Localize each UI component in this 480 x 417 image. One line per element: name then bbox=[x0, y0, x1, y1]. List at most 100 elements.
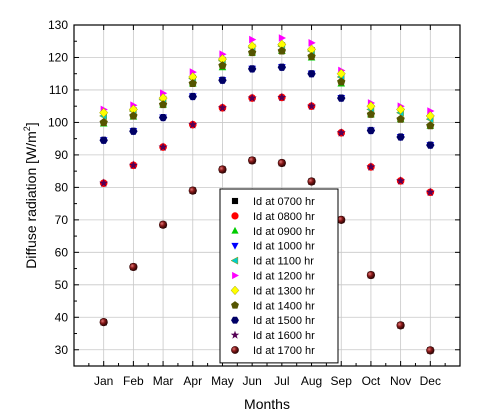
legend-label: Id at 1700 hr bbox=[253, 345, 315, 357]
data-point bbox=[426, 346, 435, 355]
axes: 30 40 50 60 70 80 90 100 110 120 130 Jan Feb Mar Apr Ma… bbox=[48, 18, 460, 388]
data-point bbox=[307, 177, 316, 186]
data-marks bbox=[98, 34, 435, 355]
legend-box bbox=[219, 188, 339, 364]
legend-label: Id at 0900 hr bbox=[253, 226, 315, 238]
y-tick-label: 130 bbox=[48, 18, 68, 32]
series-8 bbox=[99, 46, 435, 130]
data-point bbox=[248, 48, 257, 57]
data-point bbox=[426, 141, 435, 149]
series-7 bbox=[99, 39, 435, 121]
legend-marker bbox=[231, 346, 239, 354]
data-point bbox=[158, 220, 168, 229]
series-2 bbox=[99, 93, 435, 197]
data-point bbox=[337, 77, 346, 86]
y-tick-label: 30 bbox=[55, 343, 69, 357]
x-tick-label: Aug bbox=[301, 374, 322, 388]
data-point bbox=[99, 178, 109, 187]
series-6 bbox=[100, 34, 435, 115]
x-tick-label: Jun bbox=[242, 374, 261, 388]
data-point bbox=[217, 103, 227, 112]
series-10 bbox=[99, 92, 435, 197]
series-3 bbox=[99, 46, 435, 129]
data-point bbox=[426, 121, 435, 130]
y-tick-label: 60 bbox=[55, 245, 69, 259]
legend-marker bbox=[231, 316, 239, 324]
y-axis-title-end: ] bbox=[23, 122, 39, 126]
y-axis-title: Diffuse radiation [W/m2] bbox=[22, 122, 39, 268]
series-9 bbox=[99, 63, 435, 149]
data-point bbox=[188, 92, 197, 101]
x-tick-label: Apr bbox=[183, 374, 202, 388]
data-point bbox=[396, 321, 405, 330]
x-tick-label: Mar bbox=[153, 374, 174, 388]
data-point bbox=[277, 46, 286, 55]
data-point bbox=[337, 94, 346, 102]
data-point bbox=[366, 270, 376, 280]
legend-marker bbox=[230, 330, 240, 339]
data-point bbox=[99, 318, 108, 327]
data-point bbox=[277, 63, 287, 71]
data-point bbox=[248, 156, 257, 165]
y-tick-label: 70 bbox=[55, 213, 69, 227]
x-tick-label: Nov bbox=[390, 374, 411, 388]
legend: Id at 0700 hr Id at 0800 hr Id at 0900 hr I… bbox=[219, 188, 339, 364]
legend-marker bbox=[231, 226, 239, 234]
data-point bbox=[218, 61, 227, 70]
data-point bbox=[307, 101, 317, 111]
legend-marker bbox=[231, 301, 239, 309]
legend-marker bbox=[230, 285, 240, 296]
data-point bbox=[129, 111, 138, 120]
data-point bbox=[99, 136, 108, 144]
data-point bbox=[396, 176, 406, 185]
data-point bbox=[307, 70, 316, 78]
data-point bbox=[366, 162, 376, 171]
x-tick-label: Feb bbox=[123, 374, 144, 388]
data-point bbox=[396, 114, 405, 123]
data-point bbox=[188, 186, 197, 195]
data-point bbox=[218, 76, 227, 84]
series-4 bbox=[99, 64, 435, 150]
data-point bbox=[99, 118, 108, 126]
data-point bbox=[158, 100, 168, 109]
y-tick-label: 120 bbox=[48, 50, 68, 64]
data-point bbox=[129, 262, 138, 272]
y-tick-label: 110 bbox=[49, 83, 68, 97]
data-point bbox=[308, 39, 316, 47]
legend-label: Id at 1000 hr bbox=[253, 241, 315, 253]
data-point bbox=[188, 79, 197, 87]
data-point bbox=[129, 127, 138, 135]
y-tick-label: 80 bbox=[55, 180, 69, 194]
data-point bbox=[336, 128, 346, 137]
x-tick-label: Dec bbox=[420, 374, 441, 388]
y-axis-title-main: Diffuse radiation [W/m bbox=[23, 131, 39, 268]
legend-label: Id at 1500 hr bbox=[253, 315, 315, 327]
x-axis-title: Months bbox=[244, 396, 290, 412]
data-point bbox=[277, 158, 286, 168]
data-point bbox=[337, 215, 346, 224]
data-point bbox=[277, 92, 287, 102]
data-point bbox=[99, 107, 109, 118]
series-5 bbox=[98, 41, 434, 124]
x-tick-label: Jan bbox=[94, 374, 113, 388]
y-tick-label: 50 bbox=[55, 278, 69, 292]
legend-marker bbox=[231, 242, 239, 250]
legend-marker bbox=[231, 212, 239, 220]
x-tick-label: Jul bbox=[274, 374, 289, 388]
data-point bbox=[396, 133, 405, 141]
legend-label: Id at 1100 hr bbox=[253, 256, 314, 268]
legend-label: Id at 1400 hr bbox=[253, 300, 315, 312]
data-point bbox=[218, 165, 227, 174]
data-point bbox=[425, 187, 435, 197]
x-tick-label: Oct bbox=[362, 374, 381, 388]
data-point bbox=[249, 35, 257, 44]
data-point bbox=[128, 160, 138, 170]
y-axis-title-superscript: 2 bbox=[22, 126, 32, 131]
data-point bbox=[366, 109, 376, 118]
legend-label: Id at 1300 hr bbox=[253, 285, 315, 297]
data-point bbox=[247, 65, 257, 73]
data-point bbox=[158, 113, 168, 122]
data-point bbox=[278, 34, 287, 42]
data-point bbox=[307, 52, 316, 61]
